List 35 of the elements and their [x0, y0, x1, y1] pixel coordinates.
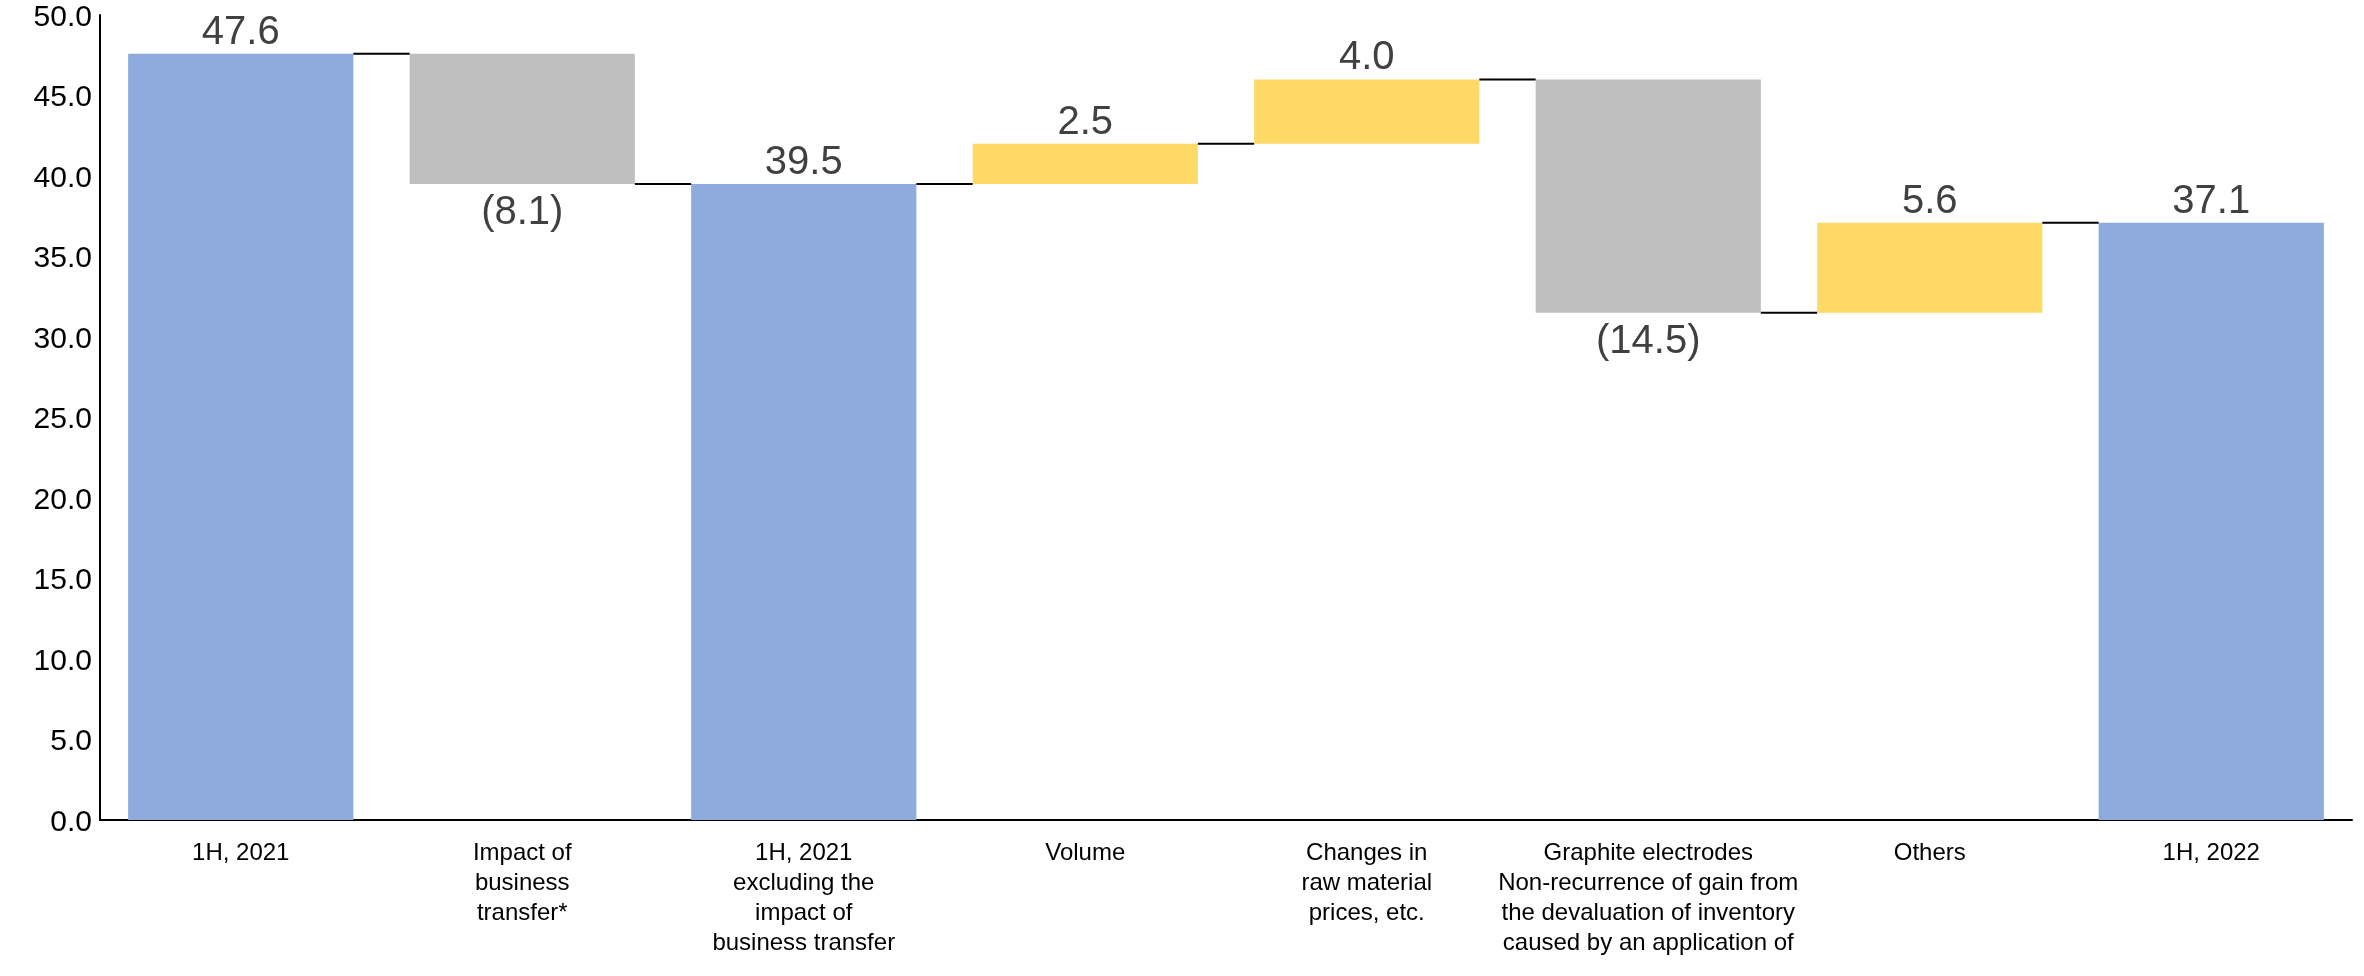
bar: [1535, 79, 1761, 313]
bar: [2098, 222, 2324, 820]
bar: [1817, 222, 2043, 313]
y-tick-label: 0.0: [50, 803, 92, 837]
y-tick-label: 30.0: [33, 320, 92, 354]
data-label: 5.6: [1901, 176, 1958, 221]
y-tick-label: 5.0: [50, 723, 92, 756]
data-label: (14.5): [1596, 316, 1701, 361]
y-tick-label: 15.0: [33, 562, 92, 595]
data-label: 4.0: [1338, 33, 1395, 78]
x-tick-label: Impact of business transfer*: [472, 837, 572, 925]
y-tick-label: 50.0: [33, 0, 92, 32]
y-tick-label: 10.0: [33, 642, 92, 676]
data-label: 37.1: [2172, 176, 2251, 221]
x-tick-label: Graphite electrodes Non-recurrence of gain from the devaluation of inventory caused by an application of: [1498, 837, 1799, 955]
bar: [128, 53, 354, 820]
x-tick-label: 1H, 2022: [2162, 837, 2260, 865]
y-tick-label: 40.0: [33, 159, 92, 193]
x-tick-label: Changes in raw material prices, etc.: [1301, 837, 1433, 925]
y-tick-label: 35.0: [33, 240, 92, 273]
bar: [972, 143, 1198, 185]
y-tick-label: 20.0: [33, 481, 92, 515]
data-label: 39.5: [764, 138, 843, 183]
data-label: (8.1): [481, 188, 564, 233]
bar: [409, 53, 635, 185]
x-tick-label: Volume: [1045, 837, 1126, 865]
y-tick-label: 25.0: [33, 401, 92, 434]
data-label: 47.6: [201, 7, 280, 52]
x-tick-label: 1H, 2021 excluding the impact of business transfer: [712, 837, 896, 955]
data-label: 2.5: [1057, 97, 1114, 142]
x-tick-label: 1H, 2021: [192, 837, 290, 865]
x-tick-label: Others: [1893, 837, 1966, 865]
bar: [691, 184, 917, 820]
y-tick-label: 45.0: [33, 79, 92, 112]
bar: [1254, 79, 1480, 144]
